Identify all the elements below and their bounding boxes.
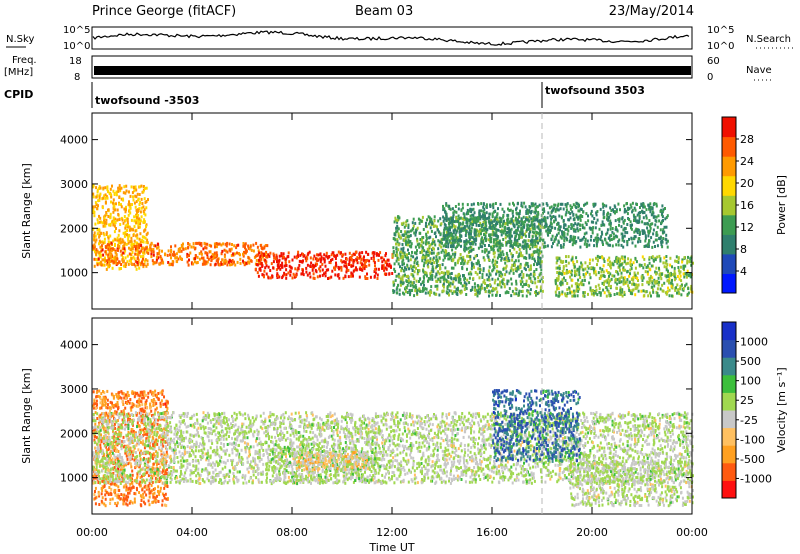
velocity-colorbar-band xyxy=(722,410,736,429)
velocity-colorbar-tick-label: 1000 xyxy=(740,336,768,349)
date-label: 23/May/2014 xyxy=(609,4,694,19)
velocity-colorbar-tick-label: -500 xyxy=(740,453,765,466)
time-tick-label: 16:00 xyxy=(476,526,508,539)
freq-scale-top: 18 xyxy=(69,56,82,67)
power-colorbar-label: Power [dB] xyxy=(775,175,788,235)
nsearch-label: N.Search xyxy=(746,34,791,45)
freq-unit: [MHz] xyxy=(4,67,33,78)
cpid-program-2: twofsound 3503 xyxy=(545,84,645,97)
velocity-colorbar-label: Velocity [m s⁻¹] xyxy=(775,367,788,452)
station-title: Prince George (fitACF) xyxy=(92,4,236,19)
power-colorbar-band xyxy=(722,214,736,235)
power-colorbar-band xyxy=(722,136,736,157)
velocity-colorbar-band xyxy=(722,374,736,393)
velocity-ytick-label: 2000 xyxy=(60,427,88,440)
power-colorbar-band xyxy=(722,234,736,255)
power-colorbar-tick-label: 12 xyxy=(740,221,754,234)
velocity-colorbar-tick-label: -100 xyxy=(740,433,765,446)
velocity-yaxis: 1000 2000 3000 4000 xyxy=(60,339,692,485)
power-colorbar-tick-label: 20 xyxy=(740,177,754,190)
time-axis: 00:00 04:00 08:00 12:00 16:00 20:00 00:00 xyxy=(76,113,708,539)
nsky-scale-top: 10^5 xyxy=(63,25,90,36)
power-colorbar-band xyxy=(722,156,736,177)
velocity-echo-region xyxy=(292,451,368,472)
velocity-colorbar-band xyxy=(722,392,736,411)
power-panel-frame xyxy=(91,112,693,310)
velocity-colorbar-tick-label: -1000 xyxy=(740,472,772,485)
nsky-scale-bottom: 10^0 xyxy=(63,41,90,52)
power-colorbar-band xyxy=(722,253,736,274)
power-echo-region xyxy=(254,250,394,280)
power-colorbar-tick-label: 24 xyxy=(740,155,754,168)
freq-band xyxy=(94,66,691,75)
power-echo-region xyxy=(92,241,269,267)
freq-panel-frame xyxy=(91,55,693,79)
time-tick-label: 04:00 xyxy=(176,526,208,539)
velocity-colorbar-band xyxy=(722,339,736,358)
nsearch-scale-bottom: 10^0 xyxy=(707,41,734,52)
nave-scale-top: 60 xyxy=(707,56,720,67)
power-colorbar-tick-label: 28 xyxy=(740,133,754,146)
time-tick-label: 20:00 xyxy=(576,526,608,539)
velocity-colorbar-band xyxy=(722,357,736,376)
velocity-colorbar-band xyxy=(722,445,736,464)
velocity-echo-region xyxy=(569,460,694,508)
cpid-program-1: twofsound -3503 xyxy=(95,94,199,107)
time-tick-label: 00:00 xyxy=(676,526,708,539)
power-ytick-label: 3000 xyxy=(60,178,88,191)
nsky-label: N.Sky xyxy=(6,34,34,45)
velocity-colorbar-tick-label: 25 xyxy=(740,394,754,407)
power-colorbar-tick-label: 8 xyxy=(740,243,747,256)
velocity-colorbar-band xyxy=(722,480,736,499)
power-colorbar-band xyxy=(722,175,736,196)
velocity-colorbar-frame xyxy=(721,321,737,499)
velocity-colorbar-tick-label: 500 xyxy=(740,355,761,368)
power-ytick-label: 4000 xyxy=(60,134,88,147)
beam-label: Beam 03 xyxy=(355,4,413,19)
velocity-ylabel: Slant Range [km] xyxy=(20,368,33,464)
power-colorbar-tick-label: 4 xyxy=(740,265,747,278)
velocity-ytick-label: 4000 xyxy=(60,339,88,352)
power-echo-region xyxy=(92,184,149,271)
velocity-colorbar-tick-label: -25 xyxy=(740,414,758,427)
power-colorbar-band xyxy=(722,195,736,216)
velocity-colorbar-tick-label: 100 xyxy=(740,375,761,388)
power-colorbar-band xyxy=(722,117,736,138)
power-ytick-label: 1000 xyxy=(60,267,88,280)
velocity-colorbar-band xyxy=(722,462,736,481)
cpid-label: CPID xyxy=(4,88,33,101)
nsearch-scale-top: 10^5 xyxy=(707,25,734,36)
velocity-echoes xyxy=(92,389,694,508)
nsky-panel-frame xyxy=(91,26,693,50)
power-yaxis: 1000 2000 3000 4000 xyxy=(60,134,692,280)
freq-label: Freq. xyxy=(12,55,37,66)
time-axis-label: Time UT xyxy=(368,541,414,554)
power-echo-region xyxy=(554,254,694,298)
velocity-ytick-label: 1000 xyxy=(60,472,88,485)
velocity-echo-region xyxy=(92,411,694,486)
power-colorbar-band xyxy=(722,273,736,294)
power-echo-region xyxy=(442,201,669,249)
time-tick-label: 08:00 xyxy=(276,526,308,539)
power-colorbar-tick-label: 16 xyxy=(740,199,754,212)
freq-scale-bottom: 8 xyxy=(74,72,80,83)
power-ylabel: Slant Range [km] xyxy=(20,163,33,259)
nave-label: Nave xyxy=(746,65,772,76)
power-ytick-label: 2000 xyxy=(60,222,88,235)
power-echoes xyxy=(92,184,694,298)
nsky-trace xyxy=(92,30,690,46)
nave-scale-bottom: 0 xyxy=(707,72,713,83)
velocity-echo-region xyxy=(492,389,582,463)
velocity-colorbar-band xyxy=(722,427,736,446)
time-tick-label: 00:00 xyxy=(76,526,108,539)
time-tick-label: 12:00 xyxy=(376,526,408,539)
velocity-colorbar: -1000 -500 -100 -25 25 100 500 1000 xyxy=(721,321,772,499)
velocity-ytick-label: 3000 xyxy=(60,383,88,396)
power-colorbar: 4 8 12 16 20 24 28 xyxy=(721,116,754,294)
velocity-colorbar-band xyxy=(722,322,736,341)
